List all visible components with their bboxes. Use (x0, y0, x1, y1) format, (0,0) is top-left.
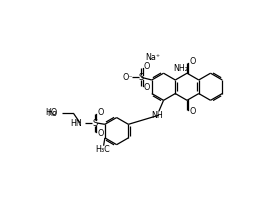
Text: O: O (97, 108, 104, 117)
Text: O: O (97, 129, 104, 138)
Text: S: S (92, 119, 98, 127)
Text: S: S (139, 73, 144, 82)
Text: O: O (144, 62, 150, 71)
Text: O: O (189, 107, 196, 116)
Text: H₃C: H₃C (95, 145, 110, 154)
Text: HN: HN (70, 119, 82, 127)
Text: NH: NH (152, 111, 163, 120)
Text: Na⁺: Na⁺ (145, 53, 161, 61)
Text: O: O (189, 58, 196, 66)
Text: O⁻: O⁻ (122, 73, 133, 82)
Text: HO: HO (45, 108, 58, 117)
Text: ho: ho (47, 109, 57, 118)
Text: O: O (144, 83, 150, 92)
Text: NH₂: NH₂ (174, 64, 188, 73)
